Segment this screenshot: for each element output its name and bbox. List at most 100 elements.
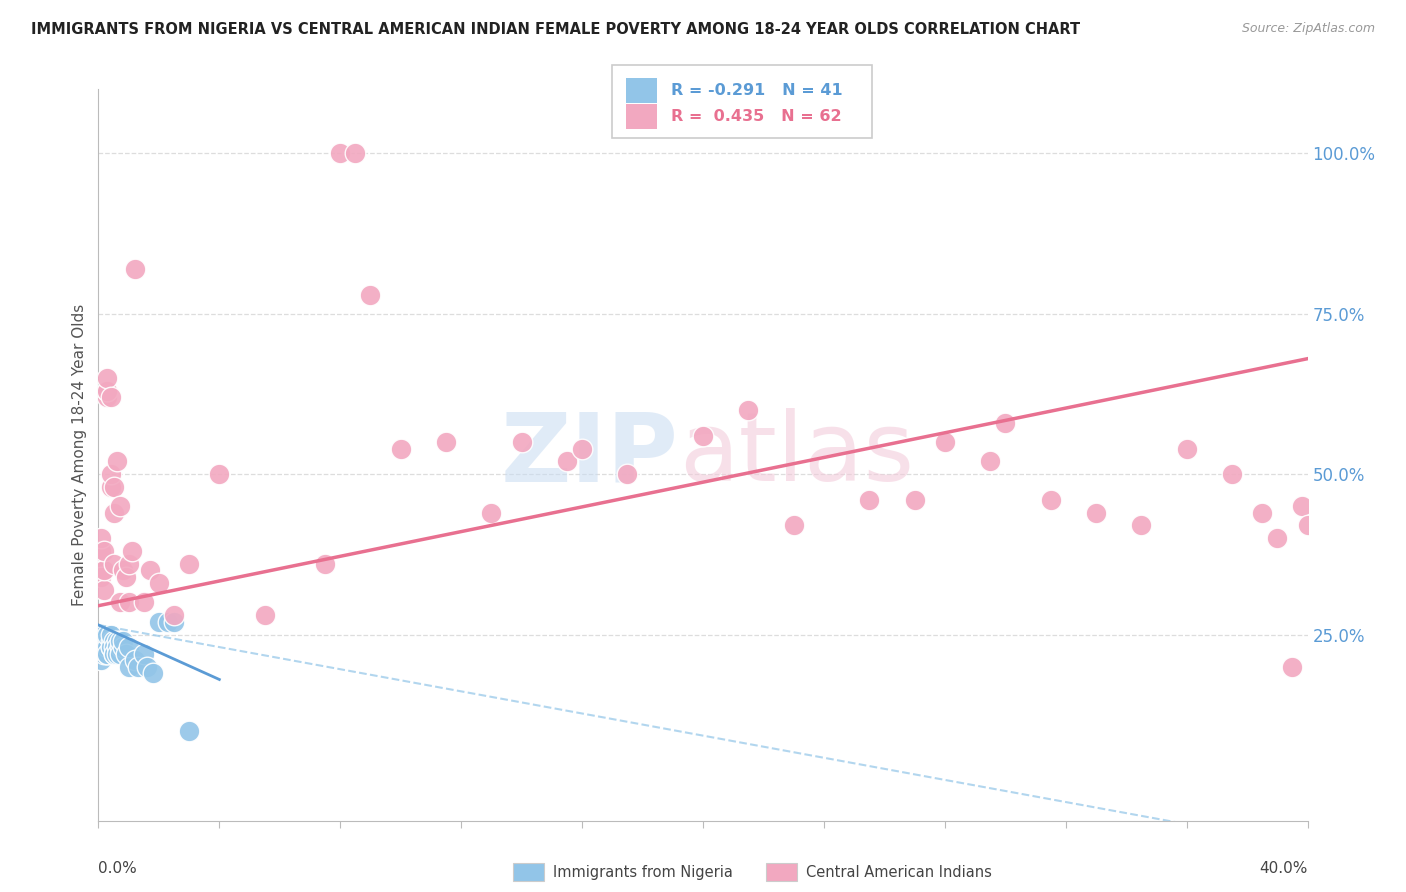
Point [96,647,118,661]
Point [124,261,146,276]
Point [344,146,367,161]
Point [96,384,118,398]
Point [1251,506,1274,520]
Point [148,615,170,629]
Point [139,563,162,577]
Text: ZIP: ZIP [501,409,679,501]
Point [389,442,412,456]
Text: Immigrants from Nigeria: Immigrants from Nigeria [553,865,733,880]
Point [105,634,128,648]
Point [314,557,336,571]
Point [90,640,112,655]
Point [103,480,125,494]
Point [1296,518,1319,533]
Point [616,467,638,482]
Point [118,595,141,609]
Point [114,647,136,661]
Point [100,467,122,482]
Point [121,544,143,558]
Text: R =  0.435   N = 62: R = 0.435 N = 62 [671,110,841,124]
Point [142,666,165,681]
Point [100,627,122,641]
Point [93,640,115,655]
Point [994,416,1017,430]
Point [96,640,118,655]
Point [108,595,131,609]
Point [93,627,115,641]
Point [103,557,125,571]
Point [1291,500,1313,514]
Point [103,640,125,655]
Point [571,442,593,456]
Point [135,659,157,673]
Point [118,557,141,571]
Point [858,492,880,507]
Point [124,653,146,667]
Point [510,435,533,450]
Point [127,659,149,673]
Point [108,634,131,648]
Point [111,640,134,655]
Point [1039,492,1062,507]
Point [114,570,136,584]
Point [737,403,759,417]
Point [1220,467,1243,482]
Point [96,647,118,661]
Point [132,647,155,661]
Point [156,615,179,629]
Text: Central American Indians: Central American Indians [806,865,991,880]
Point [108,640,131,655]
Text: 0.0%: 0.0% [98,861,138,876]
Point [90,627,112,641]
Point [96,390,118,404]
Point [103,506,125,520]
Point [105,640,128,655]
Point [904,492,927,507]
Y-axis label: Female Poverty Among 18-24 Year Olds: Female Poverty Among 18-24 Year Olds [72,304,87,606]
Point [100,480,122,494]
Point [783,518,806,533]
Point [111,634,134,648]
Point [111,563,134,577]
Point [1130,518,1153,533]
Point [118,640,141,655]
Point [108,647,131,661]
Point [100,390,122,404]
Point [90,532,112,546]
Point [93,634,115,648]
Point [1267,532,1289,546]
Point [979,454,1001,468]
Point [163,608,186,623]
Text: R = -0.291   N = 41: R = -0.291 N = 41 [671,83,842,97]
Point [692,428,714,442]
Point [1281,659,1303,673]
Point [329,146,352,161]
Text: 40.0%: 40.0% [1260,861,1308,876]
Point [96,371,118,385]
Point [87,640,110,655]
Point [1085,506,1108,520]
Point [93,544,115,558]
Point [179,723,201,738]
Point [90,653,112,667]
Text: Source: ZipAtlas.com: Source: ZipAtlas.com [1241,22,1375,36]
Point [179,557,201,571]
Point [118,659,141,673]
Point [108,500,131,514]
Point [100,640,122,655]
Point [148,576,170,591]
Point [360,287,382,301]
Point [96,634,118,648]
Point [208,467,231,482]
Point [93,647,115,661]
Point [100,634,122,648]
Point [103,647,125,661]
Point [132,595,155,609]
Point [90,544,112,558]
Text: IMMIGRANTS FROM NIGERIA VS CENTRAL AMERICAN INDIAN FEMALE POVERTY AMONG 18-24 YE: IMMIGRANTS FROM NIGERIA VS CENTRAL AMERI… [31,22,1080,37]
Point [100,640,122,655]
Point [555,454,578,468]
Point [96,384,118,398]
Point [434,435,457,450]
Point [105,647,128,661]
